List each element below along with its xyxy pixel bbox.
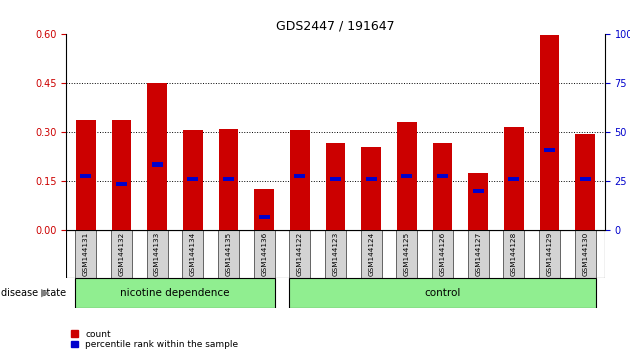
Bar (503, 230, 524, 278)
Bar (540, 35, 559, 230)
Bar (472, 189, 484, 193)
Text: GSM144126: GSM144126 (440, 232, 445, 276)
Bar (76, 120, 96, 230)
Bar (289, 278, 596, 308)
Text: GSM144127: GSM144127 (475, 232, 481, 276)
Bar (504, 127, 524, 230)
Text: GSM144124: GSM144124 (368, 232, 374, 276)
Bar (147, 230, 168, 278)
Bar (397, 122, 416, 230)
Bar (467, 230, 489, 278)
Bar (539, 230, 560, 278)
Bar (255, 189, 274, 230)
Bar (294, 174, 305, 178)
Bar (360, 230, 382, 278)
Text: disease state: disease state (1, 288, 66, 298)
Text: GSM144123: GSM144123 (333, 232, 338, 276)
Bar (508, 177, 519, 182)
Bar (219, 129, 238, 230)
Text: GSM144130: GSM144130 (582, 232, 588, 276)
Text: GSM144122: GSM144122 (297, 232, 303, 276)
Text: GSM144128: GSM144128 (511, 232, 517, 276)
Bar (81, 174, 91, 178)
Bar (330, 177, 341, 182)
Text: ▶: ▶ (42, 288, 50, 298)
Bar (152, 162, 163, 167)
Bar (187, 177, 198, 182)
Bar (289, 230, 311, 278)
Bar (432, 230, 453, 278)
Text: GSM144136: GSM144136 (261, 232, 267, 276)
Bar (112, 120, 131, 230)
Bar (75, 278, 275, 308)
Bar (325, 230, 346, 278)
Text: GSM144129: GSM144129 (546, 232, 553, 276)
Bar (259, 215, 270, 219)
Bar (437, 174, 448, 178)
Bar (580, 177, 590, 182)
Bar (575, 230, 596, 278)
Bar (290, 130, 309, 230)
Title: GDS2447 / 191647: GDS2447 / 191647 (276, 19, 395, 33)
Text: GSM144132: GSM144132 (118, 232, 125, 276)
Bar (182, 230, 203, 278)
Text: nicotine dependence: nicotine dependence (120, 288, 230, 298)
Text: GSM144133: GSM144133 (154, 232, 160, 276)
Text: GSM144134: GSM144134 (190, 232, 196, 276)
Bar (254, 230, 275, 278)
Bar (326, 143, 345, 230)
Bar (223, 177, 234, 182)
Bar (401, 174, 412, 178)
Bar (544, 148, 555, 152)
Text: GSM144125: GSM144125 (404, 232, 410, 276)
Text: GSM144131: GSM144131 (83, 232, 89, 276)
Bar (575, 133, 595, 230)
Text: control: control (424, 288, 461, 298)
Text: GSM144135: GSM144135 (226, 232, 231, 276)
Bar (468, 173, 488, 230)
Bar (433, 143, 452, 230)
Bar (183, 130, 203, 230)
Bar (366, 177, 377, 182)
Bar (396, 230, 417, 278)
Bar (111, 230, 132, 278)
Legend: count, percentile rank within the sample: count, percentile rank within the sample (71, 330, 238, 349)
Bar (218, 230, 239, 278)
Bar (147, 83, 167, 230)
Bar (116, 182, 127, 187)
Bar (362, 147, 381, 230)
Bar (75, 230, 96, 278)
